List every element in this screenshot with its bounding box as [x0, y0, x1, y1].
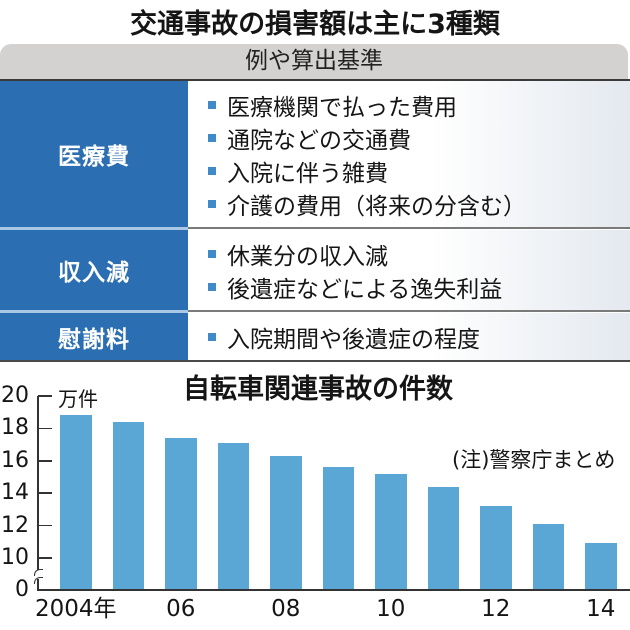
y-tick-mark	[38, 395, 52, 397]
list-item: 通院などの交通費	[208, 121, 630, 154]
row-items: 休業分の収入減 後遺症などによる逸失利益	[188, 230, 630, 310]
list-item: 入院に伴う雑費	[208, 154, 630, 187]
item-text: 休業分の収入減	[227, 243, 388, 270]
y-tick-mark	[38, 557, 52, 559]
bar-2014	[585, 543, 617, 589]
square-bullet-icon	[208, 133, 216, 142]
y-tick-label: 18	[1, 415, 29, 441]
bar-2013	[532, 523, 564, 589]
y-tick-label: 20	[1, 383, 29, 408]
list-item: 入院期間や後遺症の程度	[208, 320, 630, 353]
y-axis-line	[37, 396, 39, 570]
bar-2005	[112, 421, 144, 589]
y-axis-line-lower	[37, 579, 39, 590]
list-item: 休業分の収入減	[208, 237, 630, 270]
row-divider	[0, 227, 630, 230]
axis-break-icon	[34, 569, 43, 576]
square-bullet-icon	[208, 100, 216, 109]
item-text: 通院などの交通費	[227, 127, 411, 154]
bar-2004	[60, 415, 92, 589]
x-tick-label: 08	[271, 596, 301, 622]
item-text: 医療機関で払った費用	[227, 94, 457, 121]
square-bullet-icon	[208, 166, 216, 175]
table-row-income: 収入減 休業分の収入減 後遺症などによる逸失利益	[0, 230, 630, 310]
y-tick-mark	[38, 427, 52, 430]
table-bottom-rule	[0, 360, 630, 362]
row-items: 医療機関で払った費用 通院などの交通費 入院に伴う雑費 介護の費用（将来の分含む…	[188, 81, 630, 227]
row-items: 入院期間や後遺症の程度	[188, 313, 630, 360]
x-tick-label: 2004年	[34, 596, 117, 622]
item-text: 入院期間や後遺症の程度	[227, 326, 480, 353]
list-item: 医療機関で払った費用	[208, 88, 630, 121]
y-tick-label: 0	[15, 577, 29, 602]
table-header: 例や算出基準	[0, 44, 628, 79]
square-bullet-icon	[208, 249, 216, 258]
square-bullet-icon	[208, 332, 216, 341]
y-unit-label: 万件	[58, 387, 98, 411]
bar-2009	[322, 467, 354, 589]
y-tick-mark	[38, 524, 52, 527]
bar-2008	[270, 455, 302, 589]
list-item: 介護の費用（将来の分含む）	[208, 187, 630, 220]
y-tick-mark	[38, 492, 52, 494]
y-tick-label: 16	[1, 447, 29, 473]
x-tick-label: 10	[376, 596, 406, 622]
main-title: 交通事故の損害額は主に3種類	[130, 9, 500, 40]
square-bullet-icon	[208, 282, 216, 291]
x-tick-label: 06	[166, 596, 196, 622]
x-tick-label: 14	[586, 596, 616, 622]
bar-2012	[480, 506, 512, 589]
axis-break-icon	[34, 577, 43, 584]
row-label: 医療費	[0, 81, 188, 227]
bar-2010	[375, 473, 407, 589]
x-tick-label: 12	[481, 596, 511, 622]
table-row-medical: 医療費 医療機関で払った費用 通院などの交通費 入院に伴う雑費 介護の費用（将来…	[0, 81, 630, 227]
chart-title: 自転車関連事故の件数	[183, 374, 453, 405]
item-text: 介護の費用（将来の分含む）	[227, 193, 526, 220]
row-label: 収入減	[0, 230, 188, 310]
item-text: 入院に伴う雑費	[227, 160, 388, 187]
item-text: 後遺症などによる逸失利益	[227, 276, 503, 303]
x-axis-line	[37, 589, 630, 591]
row-divider	[0, 310, 630, 313]
table-row-consolation: 慰謝料 入院期間や後遺症の程度	[0, 313, 630, 360]
source-note: (注)警察庁まとめ	[452, 448, 616, 472]
square-bullet-icon	[208, 199, 216, 208]
bar-2007	[217, 442, 249, 589]
y-tick-label: 10	[1, 545, 29, 570]
list-item: 後遺症などによる逸失利益	[208, 270, 630, 303]
bar-2006	[165, 438, 197, 589]
header-divider	[0, 79, 630, 81]
row-label: 慰謝料	[0, 313, 188, 360]
bar-2011	[427, 486, 459, 589]
y-tick-label: 14	[1, 480, 29, 506]
y-tick-label: 12	[1, 512, 29, 538]
y-tick-mark	[38, 460, 52, 462]
